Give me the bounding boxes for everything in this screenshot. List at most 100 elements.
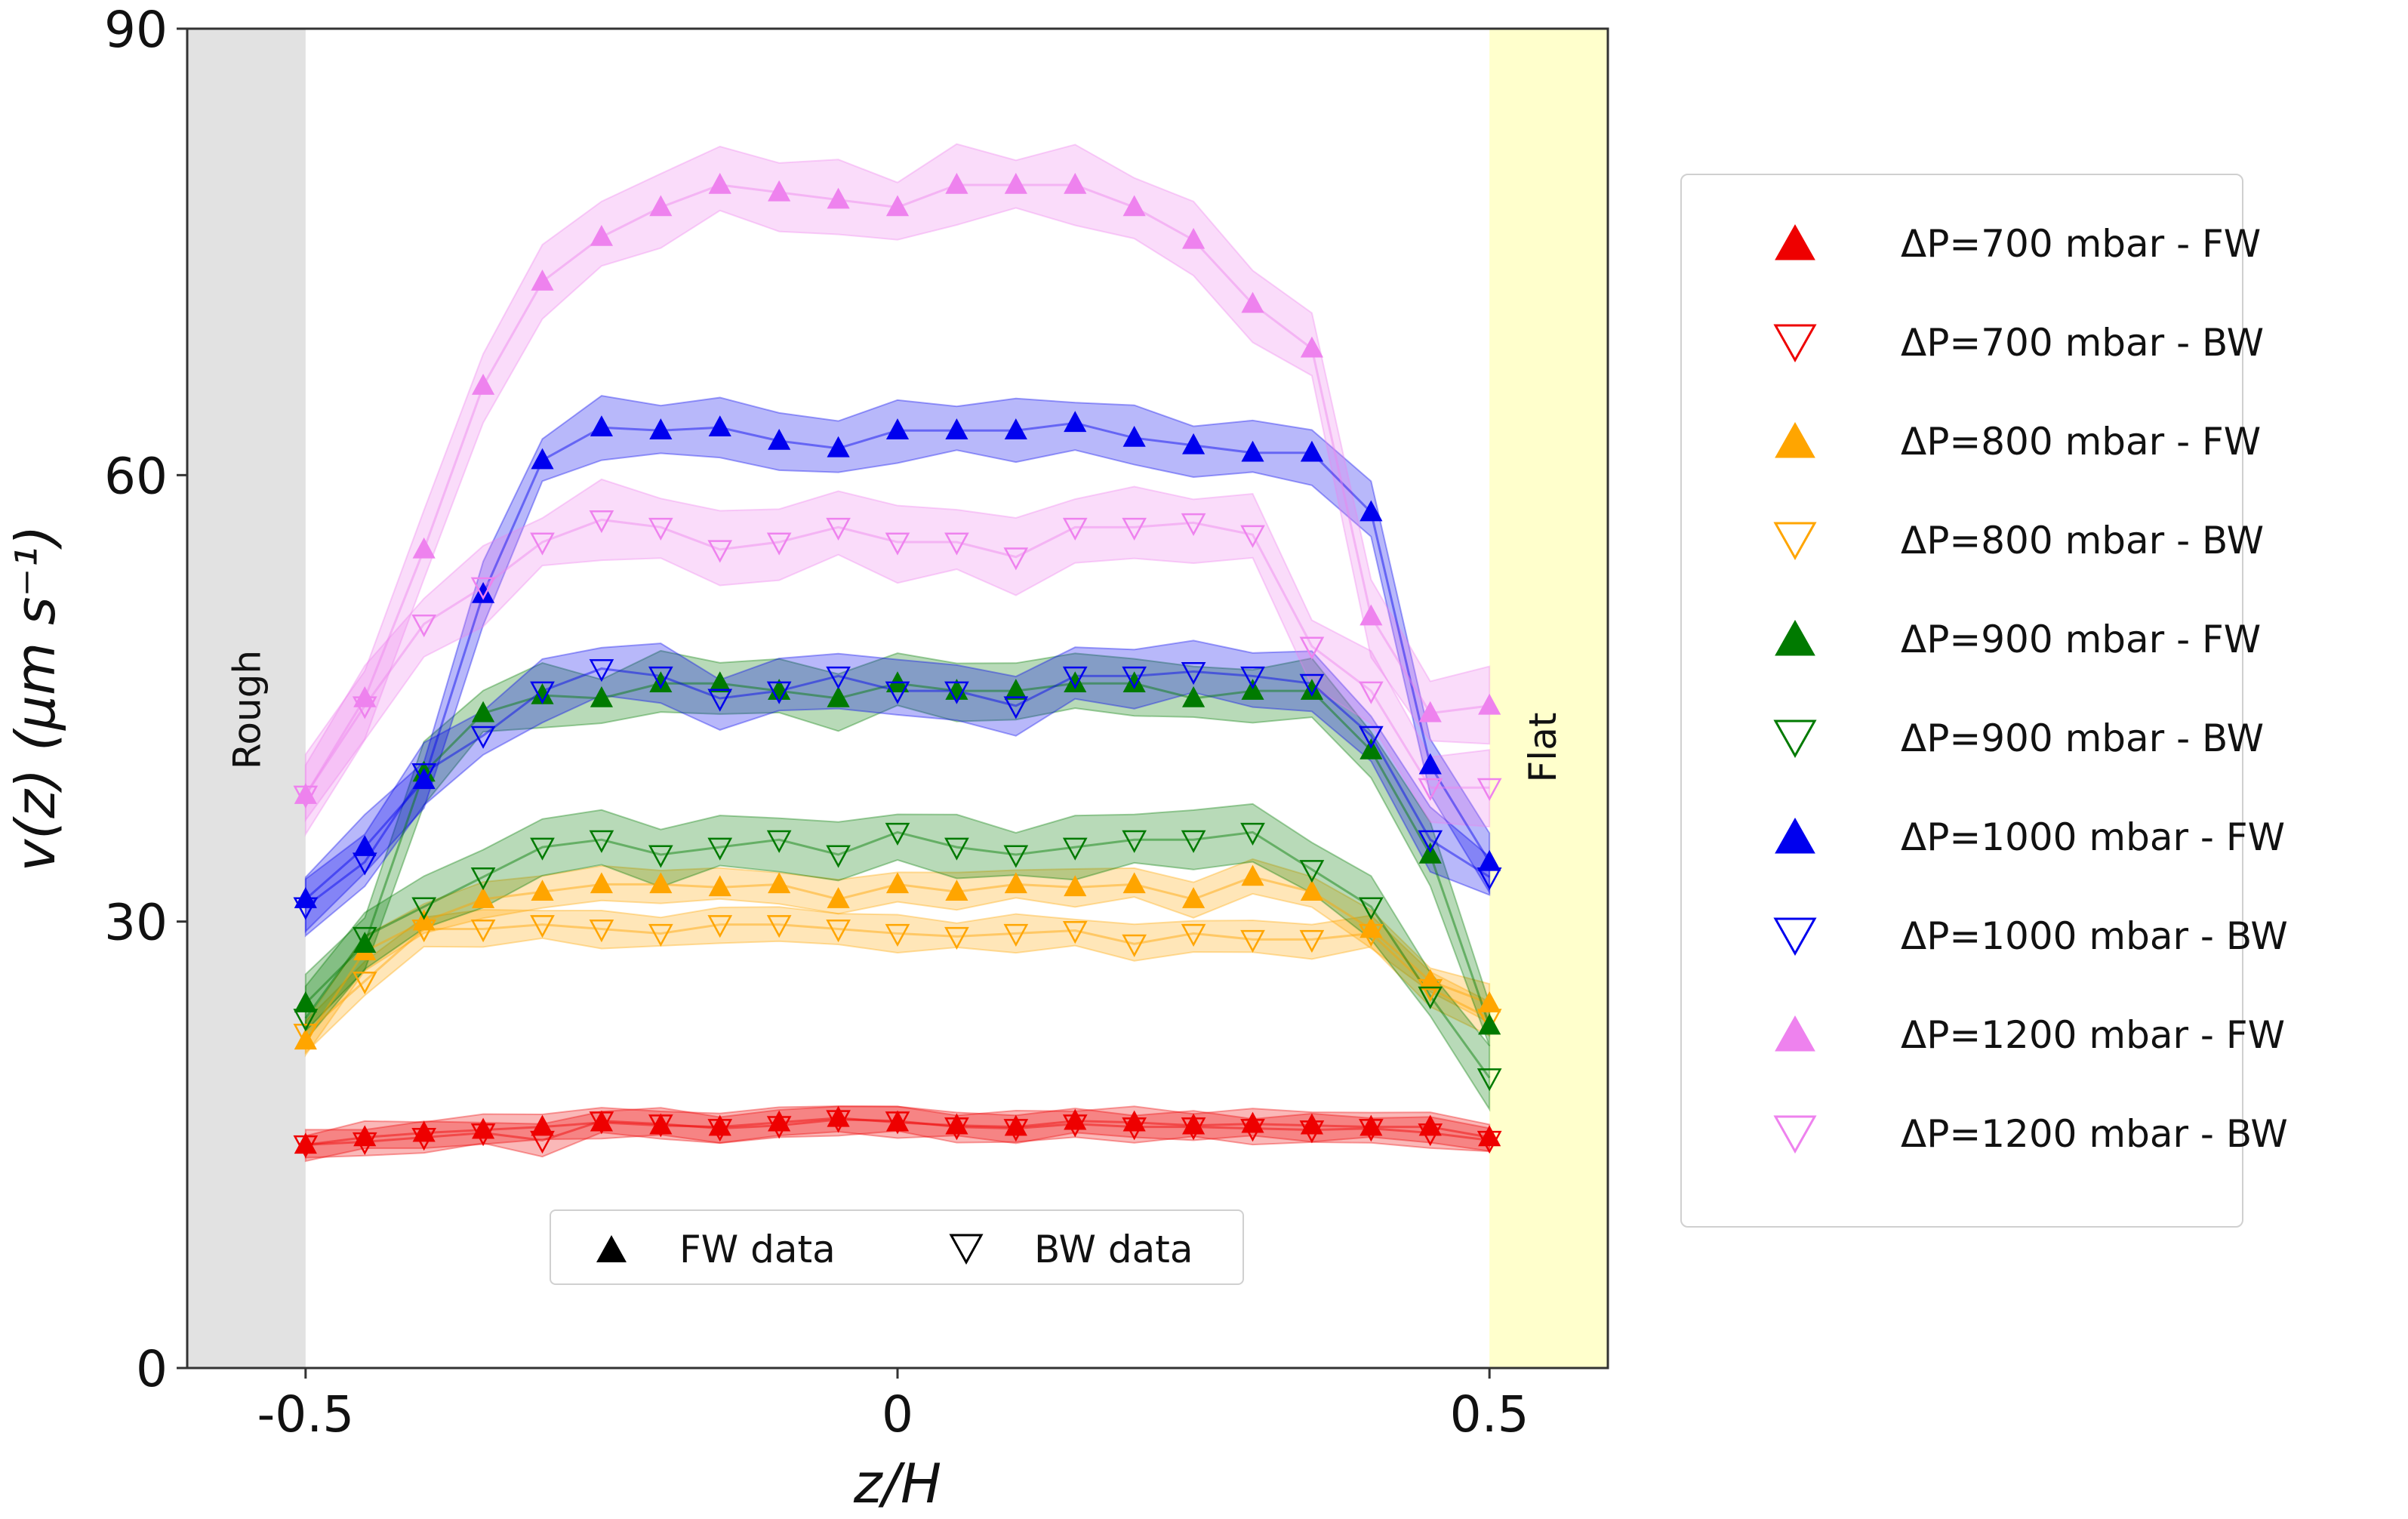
- point-5-9: [826, 845, 851, 868]
- point-3-8: [766, 915, 792, 938]
- point-2-0: [294, 1028, 317, 1050]
- triangle-down-icon: [1772, 715, 1818, 760]
- point-1-20: [1477, 1130, 1502, 1154]
- legend-label: ΔP=1200 mbar - BW: [1901, 1112, 2288, 1156]
- rough-label: Rough: [225, 650, 269, 769]
- point-5-3: [470, 867, 496, 891]
- point-7-8: [766, 681, 792, 704]
- legend-item: ΔP=800 mbar - BW: [1682, 502, 2264, 578]
- point-1-19: [1418, 1123, 1443, 1147]
- point-3-6: [648, 923, 673, 947]
- point-9-19: [1418, 778, 1443, 801]
- point-3-2: [411, 920, 437, 943]
- point-6-8: [768, 428, 791, 450]
- point-2-16: [1241, 864, 1264, 886]
- legend-label: ΔP=800 mbar - BW: [1901, 519, 2265, 562]
- point-2-5: [590, 872, 614, 894]
- point-6-17: [1300, 440, 1324, 462]
- legend-item: ΔP=1200 mbar - BW: [1682, 1095, 2288, 1171]
- point-4-8: [768, 679, 791, 700]
- point-5-11: [944, 837, 969, 861]
- point-1-17: [1299, 1120, 1325, 1144]
- point-9-1: [352, 696, 377, 719]
- point-8-2: [412, 537, 436, 559]
- point-3-11: [944, 926, 969, 950]
- legend-label: ΔP=1000 mbar - FW: [1901, 815, 2286, 859]
- legend-item: ΔP=700 mbar - FW: [1682, 205, 2261, 281]
- point-7-19: [1418, 830, 1443, 853]
- series-legend: ΔP=700 mbar - FW ΔP=700 mbar - BW ΔP=800 m…: [1680, 174, 2288, 1228]
- point-7-12: [1003, 696, 1029, 719]
- point-6-4: [531, 448, 554, 470]
- point-4-15: [1181, 686, 1206, 707]
- triangle-up-icon: [1772, 220, 1818, 266]
- point-5-0: [293, 1009, 319, 1032]
- point-1-14: [1122, 1117, 1147, 1141]
- point-8-10: [885, 195, 910, 217]
- x-tick-label: -0.5: [257, 1385, 354, 1444]
- flat-region: [1489, 29, 1608, 1368]
- point-1-3: [470, 1123, 496, 1147]
- point-3-17: [1299, 929, 1325, 953]
- point-9-13: [1062, 517, 1088, 541]
- x-axis-label: z/H: [853, 1452, 941, 1515]
- point-6-5: [590, 415, 614, 437]
- triangle-down-icon: [1772, 517, 1818, 562]
- legend-label: ΔP=1200 mbar - FW: [1901, 1013, 2286, 1057]
- point-5-13: [1062, 837, 1088, 861]
- triangle-up-icon: [1772, 616, 1818, 661]
- legend-label: ΔP=800 mbar - FW: [1901, 420, 2262, 464]
- fw-marker-icon: [589, 1226, 634, 1271]
- series-line-5: [304, 830, 1491, 1079]
- point-7-13: [1062, 666, 1088, 690]
- point-5-1: [352, 926, 377, 950]
- triangle-down-icon: [1772, 319, 1818, 365]
- point-5-6: [648, 845, 673, 868]
- legend-item: ΔP=1200 mbar - FW: [1682, 997, 2285, 1072]
- point-9-11: [944, 532, 969, 556]
- point-4-19: [1418, 842, 1442, 864]
- point-9-0: [293, 785, 319, 809]
- point-2-20: [1478, 991, 1501, 1012]
- point-5-18: [1358, 897, 1384, 920]
- point-1-11: [944, 1117, 969, 1141]
- point-5-2: [411, 897, 437, 920]
- point-7-17: [1299, 673, 1325, 697]
- point-9-14: [1122, 517, 1147, 541]
- point-0-19: [1418, 1114, 1442, 1136]
- point-7-0: [293, 897, 319, 920]
- point-7-2: [411, 763, 437, 787]
- legend-item: ΔP=1000 mbar - FW: [1682, 799, 2285, 874]
- point-2-11: [945, 880, 968, 901]
- point-3-14: [1122, 934, 1147, 957]
- point-4-16: [1241, 679, 1264, 700]
- point-4-1: [353, 932, 377, 953]
- point-5-8: [766, 830, 792, 853]
- point-3-4: [530, 915, 555, 938]
- point-1-13: [1062, 1114, 1088, 1138]
- point-8-12: [1004, 172, 1027, 194]
- point-2-6: [649, 872, 673, 894]
- bw-data-label: BW data: [1034, 1228, 1193, 1271]
- x-tick-label: 0.5: [1450, 1385, 1529, 1444]
- legend-label: ΔP=700 mbar - FW: [1901, 222, 2262, 266]
- point-2-8: [768, 872, 791, 894]
- point-9-15: [1181, 513, 1206, 537]
- point-3-5: [589, 920, 614, 943]
- legend-item: ΔP=900 mbar - BW: [1682, 700, 2264, 775]
- point-8-8: [768, 180, 791, 202]
- fw-data-label: FW data: [679, 1228, 836, 1271]
- point-8-7: [708, 172, 731, 194]
- point-6-13: [1064, 411, 1087, 433]
- point-5-16: [1240, 822, 1265, 846]
- point-2-12: [1004, 872, 1027, 894]
- point-8-17: [1300, 336, 1324, 358]
- point-4-6: [649, 671, 673, 693]
- point-7-20: [1477, 867, 1502, 891]
- y-tick-label: 0: [136, 1340, 168, 1398]
- y-tick-label: 90: [104, 1, 168, 59]
- point-5-19: [1418, 986, 1443, 1009]
- series-markers: [293, 172, 1502, 1158]
- point-0-2: [412, 1120, 436, 1142]
